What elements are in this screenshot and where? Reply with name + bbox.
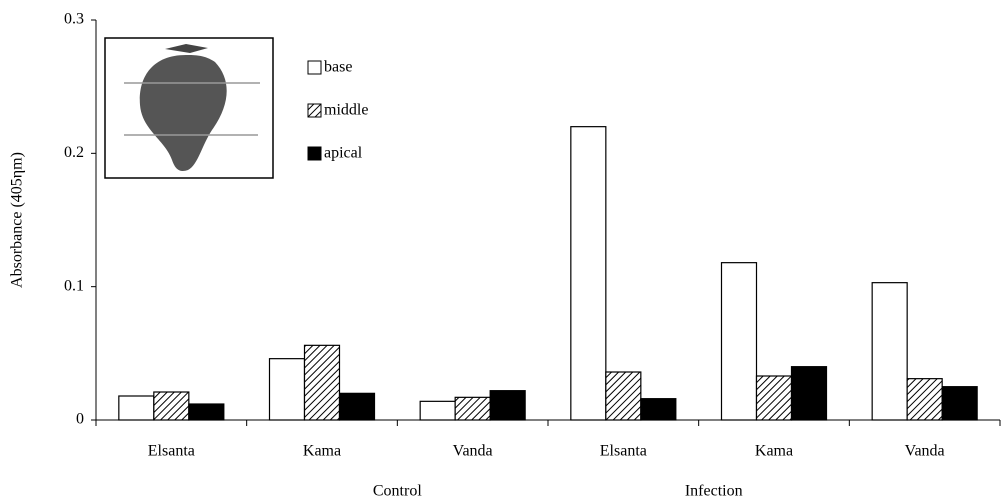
- bar: [871, 282, 908, 421]
- bar: [906, 378, 943, 421]
- legend-swatch: [307, 146, 322, 161]
- bar: [605, 371, 642, 421]
- bar: [570, 126, 607, 421]
- bar: [338, 392, 376, 421]
- bar: [188, 403, 225, 421]
- legend-swatch: [307, 60, 322, 75]
- x-tick-label: Vanda: [905, 443, 945, 460]
- legend-label: base: [324, 59, 352, 76]
- bar: [454, 396, 491, 421]
- bar: [303, 344, 341, 421]
- x-tick-label: Kama: [755, 443, 793, 460]
- legend-label: apical: [324, 145, 363, 162]
- x-tick-label: Elsanta: [600, 443, 647, 460]
- group-label: Infection: [685, 483, 743, 500]
- y-tick-label: 0.3: [64, 11, 84, 28]
- bar: [941, 386, 978, 421]
- bar: [720, 262, 758, 421]
- x-tick-label: Elsanta: [148, 443, 195, 460]
- bar: [790, 366, 828, 421]
- bar: [419, 400, 456, 421]
- y-tick-label: 0: [76, 411, 84, 428]
- bar: [268, 358, 306, 421]
- inset: [104, 37, 274, 179]
- group-label: Control: [373, 483, 422, 500]
- bar: [118, 395, 155, 421]
- x-tick-label: Kama: [303, 443, 341, 460]
- bar: [153, 391, 190, 421]
- legend-label: middle: [324, 102, 368, 119]
- y-tick-label: 0.1: [64, 277, 84, 294]
- x-tick-label: Vanda: [453, 443, 493, 460]
- bar: [489, 390, 526, 421]
- bar: [640, 398, 677, 421]
- legend-swatch: [307, 103, 322, 118]
- y-axis-label: Absorbance (405ηm): [9, 152, 26, 288]
- bar: [755, 375, 793, 421]
- y-tick-label: 0.2: [64, 144, 84, 161]
